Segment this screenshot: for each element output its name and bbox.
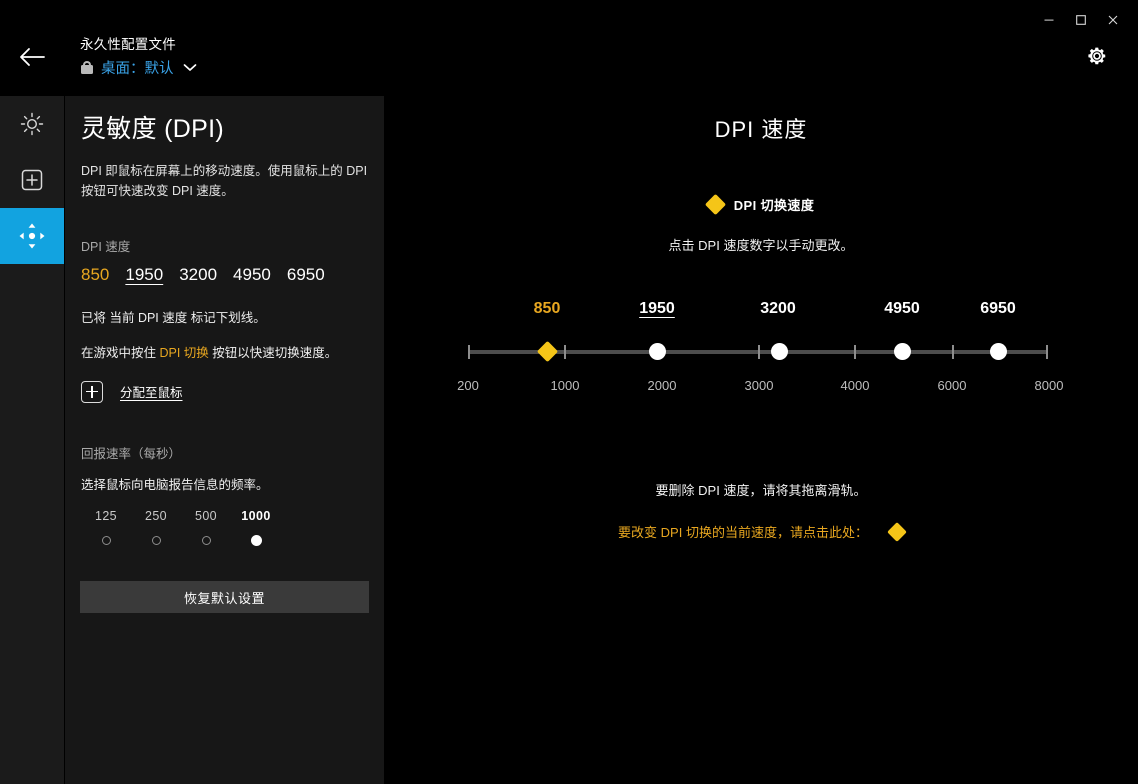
maximize-button[interactable] bbox=[1066, 8, 1096, 32]
footer-change-text: 要改变 DPI 切换的当前速度，请点击此处： bbox=[618, 525, 868, 540]
polling-option-label: 250 bbox=[144, 508, 168, 523]
settings-button[interactable] bbox=[1084, 43, 1110, 69]
plus-box-icon[interactable] bbox=[81, 380, 103, 403]
axis-label-3000: 3000 bbox=[744, 378, 774, 393]
profile-name: 桌面：默认 bbox=[101, 61, 174, 77]
slider-tick-4000 bbox=[854, 345, 856, 359]
polling-option-label: 125 bbox=[94, 508, 118, 523]
axis-label-200: 200 bbox=[457, 378, 479, 393]
note-dpi-shift: 在游戏中按住 DPI 切换 按钮以快速切换速度。 bbox=[81, 342, 368, 361]
dpi-value-list: 850 1950 3200 4950 6950 bbox=[81, 265, 368, 285]
minimize-icon bbox=[1044, 19, 1054, 21]
polling-option-250[interactable]: 250 bbox=[131, 509, 181, 546]
sidebar-item-lighting[interactable] bbox=[0, 96, 64, 152]
polling-option-label: 1000 bbox=[241, 508, 271, 523]
axis-label-8000: 8000 bbox=[1034, 378, 1064, 393]
polling-option-1000[interactable]: 1000 bbox=[231, 509, 281, 546]
assign-to-mouse-row[interactable]: 分配至鼠标 bbox=[81, 380, 368, 403]
chevron-down-icon[interactable] bbox=[183, 59, 197, 77]
radio-button[interactable] bbox=[101, 535, 111, 545]
dpi-speed-label: DPI 速度 bbox=[81, 239, 131, 254]
dpi-value-6950[interactable]: 6950 bbox=[286, 264, 325, 284]
slider-label-6950[interactable]: 6950 bbox=[980, 300, 1016, 317]
polling-rate-options: 125 250 500 1000 bbox=[81, 509, 331, 546]
slider-tick-8000 bbox=[1046, 345, 1048, 359]
slider-tick-1000 bbox=[564, 345, 566, 359]
sidebar-item-dpi[interactable] bbox=[0, 208, 64, 264]
sensitivity-panel: 灵敏度 (DPI) DPI 即鼠标在屏幕上的移动速度。使用鼠标上的 DPI 按钮… bbox=[65, 96, 384, 784]
axis-label-4000: 4000 bbox=[840, 378, 870, 393]
slider-tick-3000 bbox=[758, 345, 760, 359]
dpi-speed-title: DPI 速度 bbox=[714, 117, 808, 142]
slider-label-4950[interactable]: 4950 bbox=[884, 300, 920, 317]
dpi-value-850[interactable]: 850 bbox=[81, 264, 110, 284]
dpi-value-3200[interactable]: 3200 bbox=[179, 264, 218, 284]
axis-label-2000: 2000 bbox=[647, 378, 677, 393]
polling-option-label: 500 bbox=[194, 508, 218, 523]
manual-edit-hint: 点击 DPI 速度数字以手动更改。 bbox=[668, 238, 854, 253]
panel-description: DPI 即鼠标在屏幕上的移动速度。使用鼠标上的 DPI 按钮可快速改变 DPI … bbox=[81, 164, 368, 198]
back-button[interactable] bbox=[17, 44, 47, 70]
profile-header: 永久性配置文件 桌面：默认 bbox=[80, 33, 197, 78]
sidebar-item-add[interactable] bbox=[0, 152, 64, 208]
plus-box-icon bbox=[21, 169, 43, 191]
footer-remove-hint: 要删除 DPI 速度，请将其拖离滑轨。 bbox=[655, 483, 867, 498]
note-dpi-shift-highlight: DPI 切换 bbox=[159, 345, 209, 360]
page-title: 灵敏度 (DPI) bbox=[81, 115, 224, 143]
sidebar-rail bbox=[0, 96, 64, 784]
note-pre: 在游戏中按住 bbox=[81, 345, 160, 360]
dpi-shift-legend: DPI 切换速度 bbox=[384, 193, 1138, 216]
dpi-slider[interactable]: 850 1950 3200 4950 6950 200 1000 2000 30… bbox=[384, 300, 1138, 410]
dpi-speed-view: DPI 速度 DPI 切换速度 点击 DPI 速度数字以手动更改。 850 19… bbox=[384, 96, 1138, 784]
polling-rate-description: 选择鼠标向电脑报告信息的频率。 bbox=[81, 477, 269, 492]
radio-button-selected[interactable] bbox=[250, 534, 262, 546]
gear-icon bbox=[1088, 47, 1106, 65]
dpi-value-4950[interactable]: 4950 bbox=[233, 264, 271, 284]
window-controls bbox=[1034, 8, 1128, 32]
close-icon bbox=[1108, 15, 1118, 25]
radio-button[interactable] bbox=[151, 535, 161, 545]
back-arrow-icon bbox=[20, 48, 45, 66]
slider-handle-850[interactable] bbox=[536, 340, 558, 363]
slider-track[interactable] bbox=[468, 340, 1048, 363]
assign-to-mouse-link[interactable]: 分配至鼠标 bbox=[120, 386, 183, 400]
polling-rate-label: 回报速率（每秒） bbox=[81, 446, 182, 461]
radio-button[interactable] bbox=[201, 535, 211, 545]
profile-title: 永久性配置文件 bbox=[80, 37, 176, 52]
profile-selector[interactable]: 桌面：默认 bbox=[80, 57, 197, 78]
dpi-move-icon bbox=[19, 223, 45, 249]
axis-label-1000: 1000 bbox=[550, 378, 580, 393]
slider-label-3200[interactable]: 3200 bbox=[760, 300, 796, 317]
note-post: 按钮以快速切换速度。 bbox=[208, 345, 338, 360]
note-underline: 已将 当前 DPI 速度 标记下划线。 bbox=[81, 310, 266, 325]
slider-handle-6950[interactable] bbox=[989, 342, 1007, 360]
gold-diamond-icon bbox=[704, 193, 726, 216]
axis-label-6000: 6000 bbox=[937, 378, 967, 393]
slider-tick-6000 bbox=[952, 345, 954, 359]
polling-option-500[interactable]: 500 bbox=[181, 509, 231, 546]
dpi-value-1950[interactable]: 1950 bbox=[125, 264, 164, 284]
footer-change-hint[interactable]: 要改变 DPI 切换的当前速度，请点击此处： bbox=[384, 521, 1138, 542]
close-button[interactable] bbox=[1098, 8, 1128, 32]
slider-label-850[interactable]: 850 bbox=[533, 300, 561, 317]
legend-label: DPI 切换速度 bbox=[733, 198, 815, 213]
brightness-icon bbox=[20, 112, 44, 136]
maximize-icon bbox=[1076, 15, 1086, 25]
slider-handle-3200[interactable] bbox=[770, 342, 788, 360]
slider-handle-4950[interactable] bbox=[893, 342, 911, 360]
slider-label-1950[interactable]: 1950 bbox=[639, 300, 675, 317]
gold-diamond-icon[interactable] bbox=[887, 521, 907, 542]
restore-defaults-button[interactable]: 恢复默认设置 bbox=[80, 581, 369, 613]
minimize-button[interactable] bbox=[1034, 8, 1064, 32]
slider-tick-200 bbox=[468, 345, 470, 359]
slider-handle-1950[interactable] bbox=[648, 342, 666, 360]
polling-option-125[interactable]: 125 bbox=[81, 509, 131, 546]
lock-icon bbox=[80, 60, 94, 76]
